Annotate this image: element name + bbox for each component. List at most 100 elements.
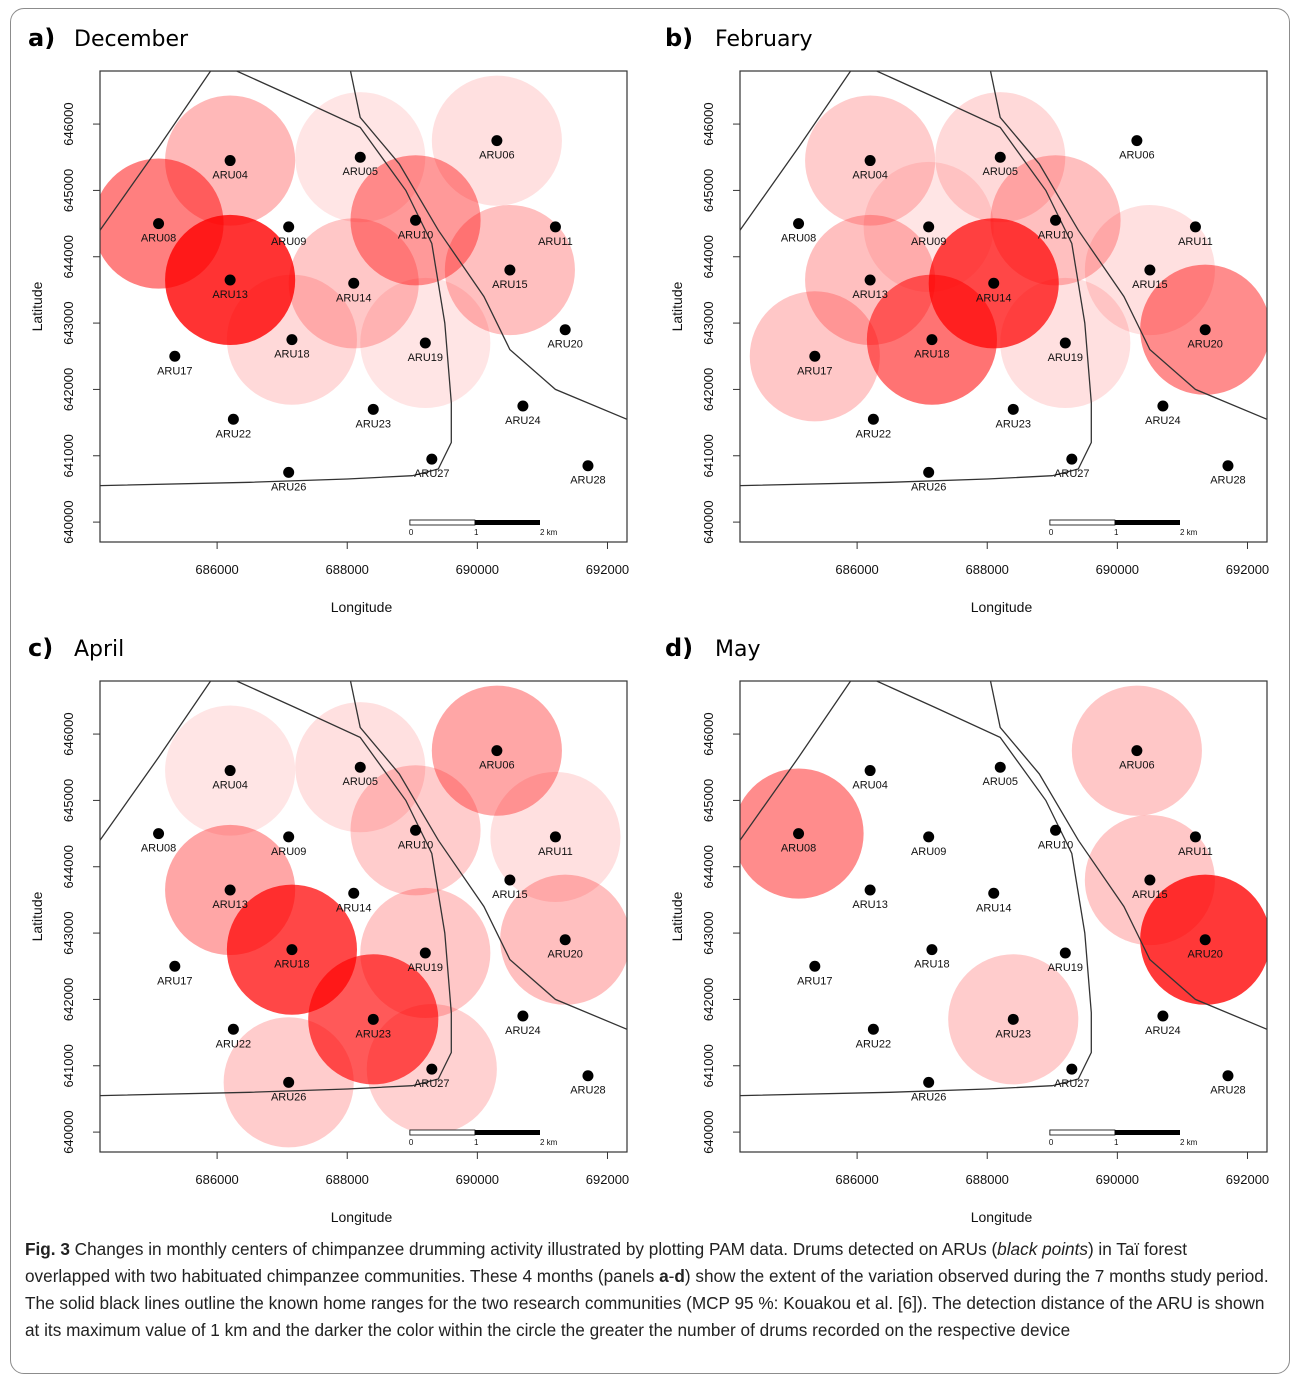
panel-a: a) December ARU04 ARU05 ARU06 ARU08 ARU09 ARU10… [28, 24, 629, 615]
scale-bar-label: 1 [1114, 528, 1119, 537]
aru-point-aru09 [923, 221, 935, 233]
aru-label-aru04: ARU04 [852, 780, 887, 792]
aru-label-aru19: ARU19 [1048, 352, 1083, 364]
aru-point-aru11 [549, 831, 561, 843]
plot-area: ARU04 ARU05 ARU06 ARU08 ARU09 ARU10 ARU11 ARU13… [100, 681, 627, 1148]
aru-label-aru11: ARU11 [538, 846, 573, 858]
aru-label-aru09: ARU09 [271, 846, 306, 858]
home-range-north [740, 71, 1092, 487]
caption-bold: d [674, 1266, 685, 1286]
aru-point-aru14 [348, 887, 360, 899]
x-axis-title: Longitude [971, 599, 1033, 615]
aru-point-aru26 [923, 466, 935, 478]
scale-bar-white [409, 1129, 476, 1136]
panel-letter: c) [28, 634, 53, 662]
aru-label-aru08: ARU08 [141, 233, 176, 245]
y-tick-label: 643000 [701, 301, 716, 344]
aru-label-aru13: ARU13 [212, 899, 247, 911]
home-range-east [349, 71, 627, 420]
aru-point-aru15 [504, 264, 516, 276]
y-tick-label: 643000 [701, 911, 716, 954]
aru-label-aru14: ARU14 [336, 902, 371, 914]
aru-point-aru09 [283, 221, 295, 233]
panel-title: February [715, 27, 813, 52]
x-tick-label: 690000 [456, 1172, 499, 1187]
panel-letter: a) [28, 24, 55, 52]
aru-point-aru27 [426, 453, 438, 465]
aru-label-aru23: ARU23 [356, 1028, 391, 1040]
y-tick-label: 640000 [61, 500, 76, 543]
plot-area: ARU04 ARU05 ARU06 ARU08 ARU09 ARU10 ARU11 ARU13… [740, 71, 1267, 493]
plot-border [739, 70, 1268, 543]
scale-bar-black [474, 1130, 540, 1135]
aru-label-aru18: ARU18 [914, 959, 949, 971]
x-tick-label: 688000 [966, 1172, 1009, 1187]
scale-bar-label: 0 [1049, 528, 1054, 537]
aru-point-aru23 [367, 1013, 379, 1025]
aru-point-aru17 [169, 960, 181, 972]
y-tick-label: 646000 [61, 102, 76, 145]
aru-point-aru23 [367, 403, 379, 415]
aru-label-aru18: ARU18 [914, 349, 949, 361]
aru-label-aru06: ARU06 [479, 760, 514, 772]
aru-label-aru05: ARU05 [983, 166, 1018, 178]
aru-point-aru23 [1007, 1013, 1019, 1025]
y-tick-label: 643000 [61, 301, 76, 344]
panel-letter: b) [665, 24, 693, 52]
aru-point-aru24 [517, 400, 529, 412]
aru-point-aru13 [224, 884, 236, 896]
scale-bar-label: 0 [409, 1138, 414, 1147]
y-axis-title: Latitude [669, 891, 685, 941]
aru-point-aru17 [169, 350, 181, 362]
aru-point-aru24 [1157, 1010, 1169, 1022]
aru-point-aru19 [1059, 947, 1071, 959]
aru-point-aru08 [793, 218, 805, 230]
aru-point-aru08 [153, 828, 165, 840]
aru-point-aru27 [426, 1063, 438, 1075]
aru-label-aru18: ARU18 [274, 959, 309, 971]
aru-point-aru05 [994, 761, 1006, 773]
plot-area: ARU04 ARU05 ARU06 ARU08 ARU09 ARU10 ARU11 ARU13… [740, 681, 1267, 1103]
y-tick-label: 644000 [61, 845, 76, 888]
aru-label-aru15: ARU15 [492, 889, 527, 901]
aru-label-aru24: ARU24 [1145, 1025, 1180, 1037]
y-axis-title: Latitude [29, 281, 45, 331]
y-tick-label: 644000 [61, 235, 76, 278]
scale-bar-white [1049, 1129, 1116, 1136]
aru-point-aru22 [867, 413, 879, 425]
caption-text: Changes in monthly centers of chimpanzee… [69, 1239, 998, 1259]
scale-bar-label: 1 [474, 1138, 479, 1147]
x-axis-title: Longitude [331, 1209, 393, 1225]
aru-point-aru19 [1059, 337, 1071, 349]
x-tick-label: 688000 [966, 562, 1009, 577]
caption-label: Fig. 3 [25, 1239, 70, 1259]
y-axis-title: Latitude [669, 281, 685, 331]
x-tick-label: 690000 [1096, 562, 1139, 577]
aru-label-aru20: ARU20 [547, 949, 582, 961]
aru-point-aru28 [1222, 1070, 1234, 1082]
aru-point-aru08 [153, 218, 165, 230]
aru-label-aru05: ARU05 [983, 776, 1018, 788]
x-tick-label: 686000 [195, 562, 238, 577]
aru-label-aru06: ARU06 [479, 150, 514, 162]
x-tick-label: 688000 [326, 1172, 369, 1187]
x-tick-label: 690000 [456, 562, 499, 577]
x-tick-label: 692000 [1226, 562, 1269, 577]
aru-label-aru28: ARU28 [1210, 475, 1245, 487]
plot-border [739, 680, 1268, 1153]
aru-point-aru26 [283, 466, 295, 478]
aru-label-aru22: ARU22 [856, 1038, 891, 1050]
aru-point-aru15 [504, 874, 516, 886]
caption-text: ) show the extent of the variation obser… [25, 1266, 1269, 1340]
aru-point-aru28 [582, 460, 594, 472]
panel-title: December [74, 27, 189, 52]
aru-label-aru27: ARU27 [1054, 468, 1089, 480]
aru-label-aru05: ARU05 [343, 166, 378, 178]
y-tick-label: 640000 [701, 500, 716, 543]
y-tick-label: 642000 [701, 978, 716, 1021]
aru-point-aru22 [227, 413, 239, 425]
aru-point-aru24 [1157, 400, 1169, 412]
aru-label-aru11: ARU11 [1178, 846, 1213, 858]
y-tick-label: 644000 [701, 235, 716, 278]
aru-label-aru28: ARU28 [1210, 1085, 1245, 1097]
